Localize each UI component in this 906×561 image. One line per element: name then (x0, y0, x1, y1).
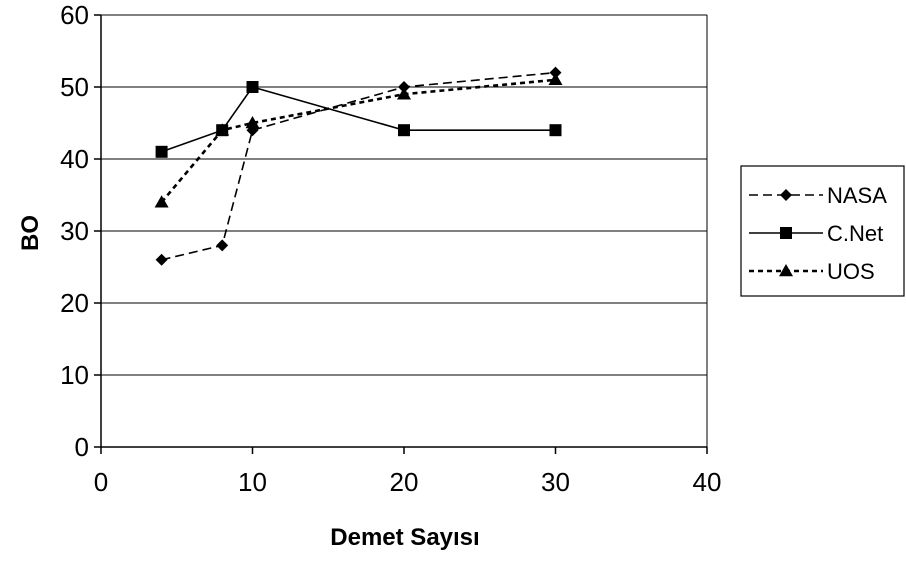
axes (94, 14, 708, 454)
data-point-c-net (549, 124, 562, 137)
legend-box (740, 165, 905, 297)
y-tick-label: 10 (60, 360, 89, 390)
y-tick-label: 30 (60, 216, 89, 246)
x-axis-title: Demet Sayısı (330, 524, 479, 551)
series-c-net (155, 81, 562, 158)
y-tick-label: 0 (75, 432, 89, 462)
y-axis-title: BO (17, 215, 44, 251)
gridlines (101, 14, 707, 376)
legend-label-uos: UOS (827, 259, 875, 284)
series-line-uos (160, 78, 556, 204)
x-tick-label: 0 (94, 467, 108, 497)
x-tick-label: 40 (693, 467, 722, 497)
data-point-nasa (549, 66, 562, 79)
data-point-c-net (155, 145, 168, 158)
tick-labels: 0 10 20 30 40 50 60 0 10 20 30 40 (60, 0, 721, 497)
y-tick-label: 60 (60, 0, 89, 30)
data-point-uos (154, 195, 169, 208)
series-line-c-net (161, 86, 556, 153)
data-point-uos (397, 87, 411, 100)
x-tick-label: 10 (238, 467, 267, 497)
legend-marker-uos (779, 264, 793, 277)
legend-marker-nasa (780, 189, 792, 201)
legend: NASA C.Net UOS (740, 165, 905, 297)
y-tick-label: 20 (60, 288, 89, 318)
data-point-c-net (398, 124, 410, 137)
data-point-c-net (246, 81, 259, 93)
y-tick-label: 50 (60, 72, 89, 102)
data-point-nasa (155, 253, 168, 266)
x-tick-label: 20 (390, 467, 419, 497)
data-point-uos (548, 72, 563, 86)
data-point-uos (245, 116, 260, 129)
x-tick-label: 30 (541, 467, 570, 497)
series-line-nasa (161, 71, 556, 261)
data-point-nasa (216, 239, 229, 252)
series-group (154, 66, 563, 266)
series-nasa (155, 66, 562, 266)
data-point-nasa (398, 81, 410, 93)
y-tick-label: 40 (60, 144, 89, 174)
legend-label-c-net: C.Net (827, 221, 883, 246)
data-point-uos (215, 123, 230, 136)
legend-marker-c-net (780, 227, 792, 239)
legend-label-nasa: NASA (827, 183, 887, 208)
series-uos (154, 72, 563, 208)
